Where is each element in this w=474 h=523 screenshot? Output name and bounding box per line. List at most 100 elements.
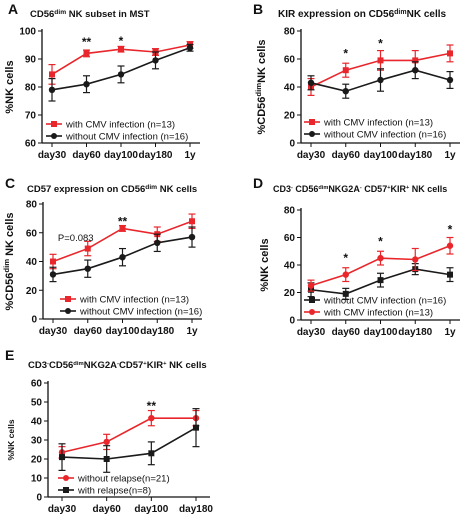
x-tick-label: day60 (332, 327, 361, 338)
x-tick-label: day30 (48, 504, 77, 515)
y-axis-label: %CD56dim NK cells (2, 212, 17, 310)
series-1 (307, 263, 454, 300)
x-tick-label: day180 (398, 150, 432, 161)
data-point (377, 57, 384, 64)
data-point (119, 225, 126, 232)
y-tick-label: 70 (25, 111, 37, 122)
legend-item: without CMV infection (n=16) (304, 130, 446, 141)
panel-letter: A (8, 1, 18, 17)
legend-label: without CMV infection (n=16) (323, 130, 446, 141)
data-point (186, 44, 194, 51)
y-tick-label: 60 (284, 233, 296, 244)
significance-label: * (343, 251, 348, 265)
data-point (119, 253, 126, 261)
y-tick-label: 80 (26, 200, 38, 211)
legend-marker (51, 133, 57, 139)
chart-title: KIR expression on CD56dimNK cells (278, 9, 447, 21)
panel-c: C CD57 expression on CD56dim NK cells 0 20 4… (2, 175, 203, 337)
y-axis-label: %NK cells (4, 60, 16, 113)
data-point (377, 76, 384, 84)
series-2 (58, 408, 200, 473)
x-tick-label: 1y (184, 150, 196, 161)
y-tick-label: 80 (284, 206, 296, 217)
significance-label: ** (147, 399, 157, 413)
legend-marker (309, 297, 315, 303)
data-point (412, 256, 419, 263)
x-tick-label: day30 (297, 327, 326, 338)
data-point (118, 46, 124, 53)
significance-label: P=0.083 (58, 233, 94, 244)
chart-title: CD3-CD56dimNKG2A-CD57+KIR+ NK cells (28, 360, 207, 371)
data-point (412, 57, 419, 64)
y-tick-label: 60 (31, 379, 43, 390)
y-tick-label: 20 (284, 111, 296, 122)
y-tick-label: 90 (25, 55, 37, 66)
data-point (59, 454, 65, 461)
y-tick-label: 20 (26, 286, 38, 297)
x-tick-label: day60 (72, 150, 101, 161)
series-1 (58, 409, 200, 459)
x-tick-label: day180 (140, 326, 174, 337)
y-tick-label: 20 (31, 455, 43, 466)
chart-title: CD57 expression on CD56dim NK cells (27, 184, 197, 196)
x-tick-label: day100 (364, 327, 398, 338)
y-tick-label: 10 (31, 474, 43, 485)
x-tick-label: 1y (444, 327, 456, 338)
data-point (447, 271, 453, 278)
chart-title: CD3- CD56dimNKG2A- CD57+KIR+ NK cells (273, 184, 447, 194)
y-tick-label: 80 (25, 83, 37, 94)
x-tick-label: day30 (39, 326, 68, 337)
legend-label: without relapse(n=21) (77, 474, 170, 485)
data-point (446, 242, 454, 249)
data-point (49, 271, 57, 278)
x-tick-label: day60 (74, 326, 103, 337)
significance-label: * (378, 37, 383, 51)
data-point (148, 414, 155, 422)
data-point (342, 271, 349, 278)
legend-item: with relapse(n=8) (58, 486, 151, 497)
data-point (103, 438, 110, 446)
legend-item: without CMV infection (n=16) (46, 132, 188, 143)
y-tick-label: 0 (31, 315, 37, 326)
data-point (307, 79, 315, 87)
data-point (83, 81, 90, 88)
legend-item: with CMV infection (n=13) (60, 295, 189, 306)
data-point (377, 277, 384, 284)
y-axis-label: %NK cells (259, 238, 271, 291)
x-tick-label: day60 (332, 150, 361, 161)
legend-label: with CMV infection (n=13) (65, 120, 175, 131)
significance-label: ** (82, 35, 92, 49)
chart-title: CD56dim NK subset in MST (30, 9, 150, 21)
panel-b: B KIR expression on CD56dimNK cells 0 20 40 6… (253, 1, 460, 161)
data-point (447, 50, 453, 57)
y-tick-label: 80 (284, 27, 296, 38)
x-tick-label: day60 (92, 504, 121, 515)
legend-item: with CMV infection (n=13) (46, 120, 175, 131)
data-point (193, 424, 199, 431)
legend-item: with CMV infection (n=13) (304, 118, 433, 129)
legend-item: with CMV infection (n=13) (304, 308, 433, 319)
data-point (412, 67, 419, 74)
data-point (342, 88, 349, 95)
legend-marker (65, 308, 71, 314)
legend-label: without CMV infection (n=16) (323, 296, 446, 307)
series-2 (307, 61, 454, 99)
significance-label: * (378, 235, 383, 249)
x-tick-label: day100 (104, 150, 138, 161)
legend-label: with CMV infection (n=13) (79, 295, 189, 306)
y-axis-label: %NK cells (6, 419, 16, 460)
series-2 (307, 236, 454, 292)
y-tick-label: 40 (284, 261, 296, 272)
data-point (49, 71, 55, 78)
data-point (154, 239, 161, 247)
y-tick-label: 0 (289, 139, 295, 150)
data-point (50, 258, 56, 265)
legend-label: without CMV infection (n=16) (65, 132, 188, 143)
legend-label: with CMV infection (n=13) (323, 118, 433, 129)
data-point (342, 67, 349, 74)
y-tick-label: 60 (26, 228, 38, 239)
x-tick-label: 1y (444, 150, 456, 161)
legend-marker (65, 296, 71, 302)
data-point (148, 450, 155, 457)
